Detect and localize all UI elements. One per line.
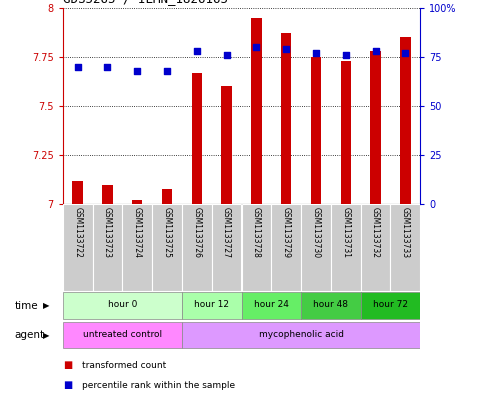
Bar <box>132 200 142 204</box>
Bar <box>221 86 232 204</box>
Text: hour 24: hour 24 <box>254 301 289 309</box>
Bar <box>212 204 242 291</box>
Point <box>253 44 260 50</box>
Bar <box>242 204 271 291</box>
Bar <box>63 204 93 291</box>
Text: ▶: ▶ <box>43 331 49 340</box>
Text: GSM1133723: GSM1133723 <box>103 207 112 258</box>
Bar <box>370 51 381 204</box>
Text: GSM1133731: GSM1133731 <box>341 207 350 258</box>
Text: hour 72: hour 72 <box>373 301 408 309</box>
Text: GSM1133733: GSM1133733 <box>401 207 410 258</box>
Bar <box>281 33 291 204</box>
Text: GSM1133728: GSM1133728 <box>252 207 261 258</box>
Text: agent: agent <box>14 330 44 340</box>
Point <box>372 48 380 54</box>
Bar <box>182 292 242 319</box>
Text: GSM1133730: GSM1133730 <box>312 207 320 258</box>
Point <box>133 68 141 74</box>
Text: time: time <box>14 301 38 310</box>
Point <box>163 68 171 74</box>
Bar <box>93 204 122 291</box>
Text: hour 48: hour 48 <box>313 301 348 309</box>
Text: GSM1133732: GSM1133732 <box>371 207 380 258</box>
Bar <box>361 204 390 291</box>
Bar <box>390 204 420 291</box>
Text: hour 12: hour 12 <box>194 301 229 309</box>
Point <box>401 50 409 56</box>
Point <box>282 46 290 52</box>
Bar <box>192 73 202 204</box>
Point <box>104 64 112 70</box>
Bar <box>63 322 182 348</box>
Point <box>342 52 350 58</box>
Text: hour 0: hour 0 <box>108 301 137 309</box>
Bar <box>311 57 321 204</box>
Text: transformed count: transformed count <box>82 361 166 370</box>
Text: GDS5265 / ILMN_1826165: GDS5265 / ILMN_1826165 <box>63 0 228 5</box>
Point <box>193 48 201 54</box>
Bar <box>122 204 152 291</box>
Bar <box>400 37 411 204</box>
Bar <box>341 61 351 204</box>
Bar <box>102 185 113 204</box>
Point <box>74 64 82 70</box>
Bar <box>271 204 301 291</box>
Bar <box>331 204 361 291</box>
Point <box>312 50 320 56</box>
Text: GSM1133722: GSM1133722 <box>73 207 82 258</box>
Bar <box>242 292 301 319</box>
Bar <box>72 181 83 204</box>
Bar <box>162 189 172 204</box>
Text: ■: ■ <box>63 380 72 390</box>
Bar <box>182 322 420 348</box>
Text: GSM1133725: GSM1133725 <box>163 207 171 258</box>
Bar <box>361 292 420 319</box>
Bar <box>301 204 331 291</box>
Bar <box>182 204 212 291</box>
Bar <box>152 204 182 291</box>
Text: GSM1133729: GSM1133729 <box>282 207 291 258</box>
Text: mycophenolic acid: mycophenolic acid <box>258 330 343 339</box>
Text: ▶: ▶ <box>43 301 49 310</box>
Bar <box>301 292 361 319</box>
Point <box>223 52 230 58</box>
Text: untreated control: untreated control <box>83 330 162 339</box>
Text: ■: ■ <box>63 360 72 371</box>
Bar <box>63 292 182 319</box>
Bar <box>251 18 262 204</box>
Text: GSM1133726: GSM1133726 <box>192 207 201 258</box>
Text: GSM1133727: GSM1133727 <box>222 207 231 258</box>
Text: percentile rank within the sample: percentile rank within the sample <box>82 381 235 389</box>
Text: GSM1133724: GSM1133724 <box>133 207 142 258</box>
